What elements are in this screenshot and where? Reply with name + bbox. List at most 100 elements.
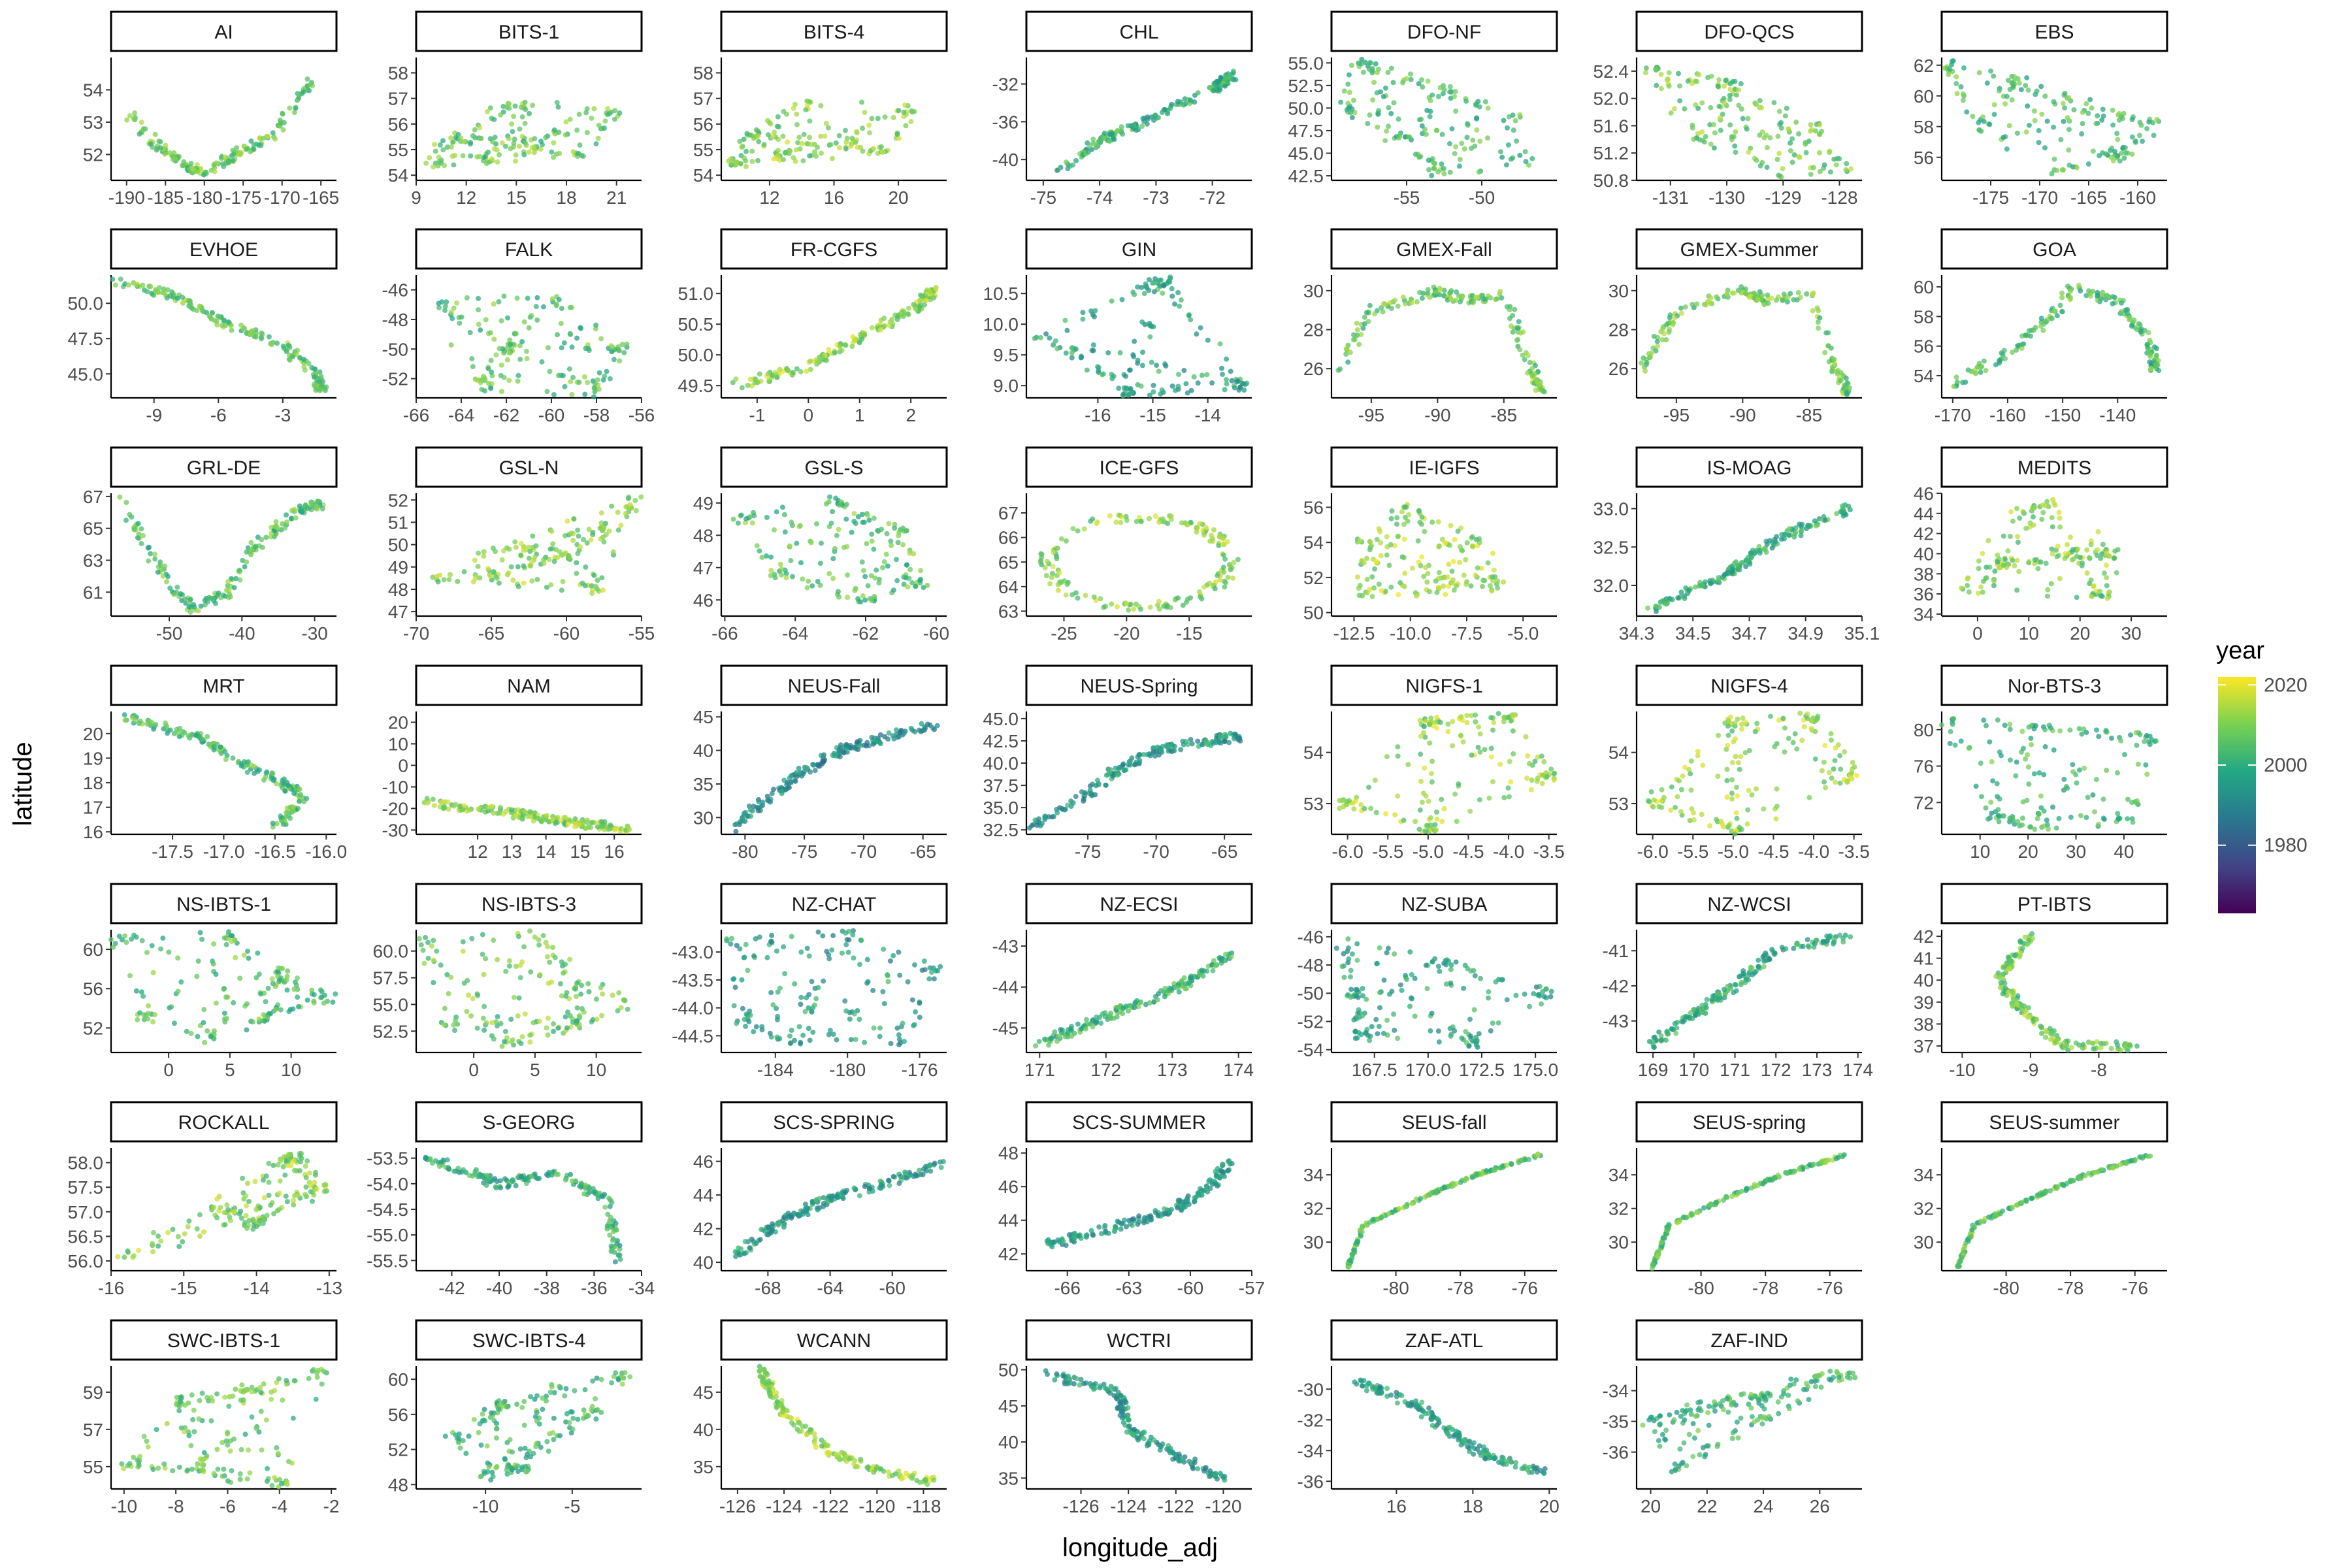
data-point [1414, 299, 1420, 304]
data-point [1201, 584, 1207, 590]
data-point [1786, 526, 1792, 532]
data-point [1452, 89, 1458, 95]
data-point [591, 385, 597, 391]
data-point [866, 122, 872, 128]
data-point [1388, 300, 1394, 306]
data-point [2116, 117, 2122, 123]
data-point [485, 805, 491, 811]
data-point [1059, 806, 1065, 811]
data-point [859, 559, 865, 565]
data-point [1188, 317, 1194, 323]
data-point [1642, 70, 1648, 76]
data-point [293, 105, 299, 111]
data-point [1240, 381, 1246, 387]
data-point [1507, 759, 1512, 764]
data-point [2115, 137, 2121, 142]
y-tick-label: 26 [1303, 359, 1324, 379]
data-point [1358, 331, 1364, 337]
data-point [609, 503, 615, 509]
x-tick-label: -185 [147, 188, 184, 208]
data-point [242, 759, 248, 764]
data-point [163, 579, 169, 585]
data-point [1054, 167, 1060, 173]
y-tick-label: 54 [1914, 366, 1934, 386]
data-point [540, 304, 546, 310]
data-point [1168, 513, 1174, 519]
data-point [441, 804, 447, 809]
data-point [774, 123, 780, 129]
data-point [1211, 88, 1217, 94]
data-point [757, 548, 762, 554]
x-tick-label: -170 [2021, 188, 2058, 208]
facet-panel-gin: GIN-16 -15 -149.09.510.010.5 [983, 228, 1253, 425]
data-point [2095, 289, 2100, 295]
data-point [871, 515, 877, 521]
data-point [1966, 589, 1972, 595]
data-point [2136, 321, 2142, 327]
data-point [561, 340, 567, 346]
data-point [1347, 798, 1352, 804]
data-point [894, 131, 900, 137]
data-point [1505, 142, 1511, 148]
data-point [304, 506, 310, 512]
data-point [1816, 325, 1821, 331]
data-point [1441, 574, 1447, 580]
x-tick-label: 0 [804, 405, 814, 425]
data-point [1223, 377, 1229, 383]
data-point [855, 514, 861, 520]
data-point [133, 282, 139, 287]
data-point [1468, 583, 1474, 589]
data-point [1419, 123, 1425, 129]
y-tick-label: 62 [1914, 56, 1934, 76]
data-point [2004, 146, 2010, 152]
data-point [1386, 123, 1392, 129]
data-point [1473, 536, 1479, 542]
data-point [1347, 350, 1353, 355]
data-point [504, 105, 510, 110]
data-point [1445, 728, 1451, 734]
data-point [1660, 325, 1666, 331]
data-point [1980, 114, 1985, 120]
data-point [604, 368, 610, 374]
data-point [237, 567, 242, 573]
data-point [741, 137, 747, 142]
data-point [521, 563, 527, 569]
data-point [830, 753, 836, 759]
data-point [1365, 121, 1371, 127]
data-point [1653, 66, 1659, 72]
data-point [1236, 736, 1242, 742]
y-tick-label: 53 [1303, 794, 1324, 814]
data-point [1235, 378, 1241, 384]
data-point [1822, 517, 1828, 523]
data-point [638, 494, 644, 500]
data-point [1384, 552, 1390, 558]
data-point [131, 116, 137, 122]
data-point [2104, 595, 2110, 601]
data-point [839, 348, 845, 353]
y-tick-label: 52 [83, 144, 103, 165]
data-point [1131, 606, 1137, 612]
data-point [1730, 568, 1736, 574]
data-point [1708, 105, 1714, 110]
data-point [521, 547, 527, 553]
data-point [2097, 153, 2102, 159]
data-point [1151, 289, 1157, 295]
x-tick-label: -9 [146, 405, 162, 425]
data-point [2063, 551, 2068, 557]
y-tick-label: 26 [1609, 359, 1629, 379]
data-point [521, 808, 527, 814]
data-point [1784, 299, 1790, 304]
data-point [1446, 561, 1452, 567]
data-point [1765, 301, 1771, 306]
data-point [1727, 81, 1733, 87]
data-point [1538, 386, 1544, 392]
data-point [2154, 116, 2160, 122]
data-point [1080, 316, 1086, 322]
data-point [1795, 289, 1801, 295]
data-point [2112, 548, 2118, 554]
data-point [532, 136, 538, 142]
data-points [1639, 284, 1853, 398]
data-point [1348, 110, 1354, 116]
data-point [1351, 806, 1357, 812]
data-point [1047, 335, 1053, 341]
